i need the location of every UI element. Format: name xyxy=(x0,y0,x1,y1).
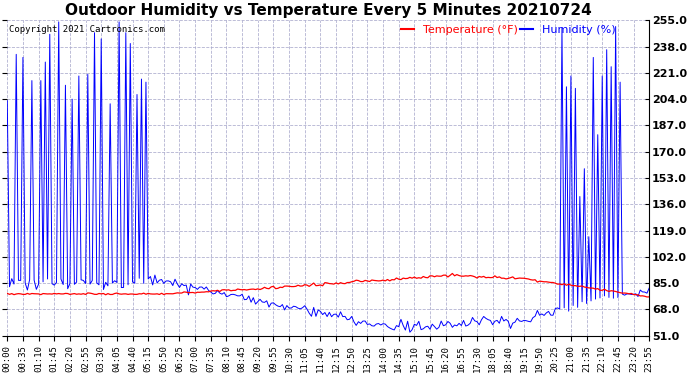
Text: Copyright 2021 Cartronics.com: Copyright 2021 Cartronics.com xyxy=(8,25,164,34)
Title: Outdoor Humidity vs Temperature Every 5 Minutes 20210724: Outdoor Humidity vs Temperature Every 5 … xyxy=(65,3,591,18)
Legend: Temperature (°F), Humidity (%): Temperature (°F), Humidity (%) xyxy=(396,20,620,39)
